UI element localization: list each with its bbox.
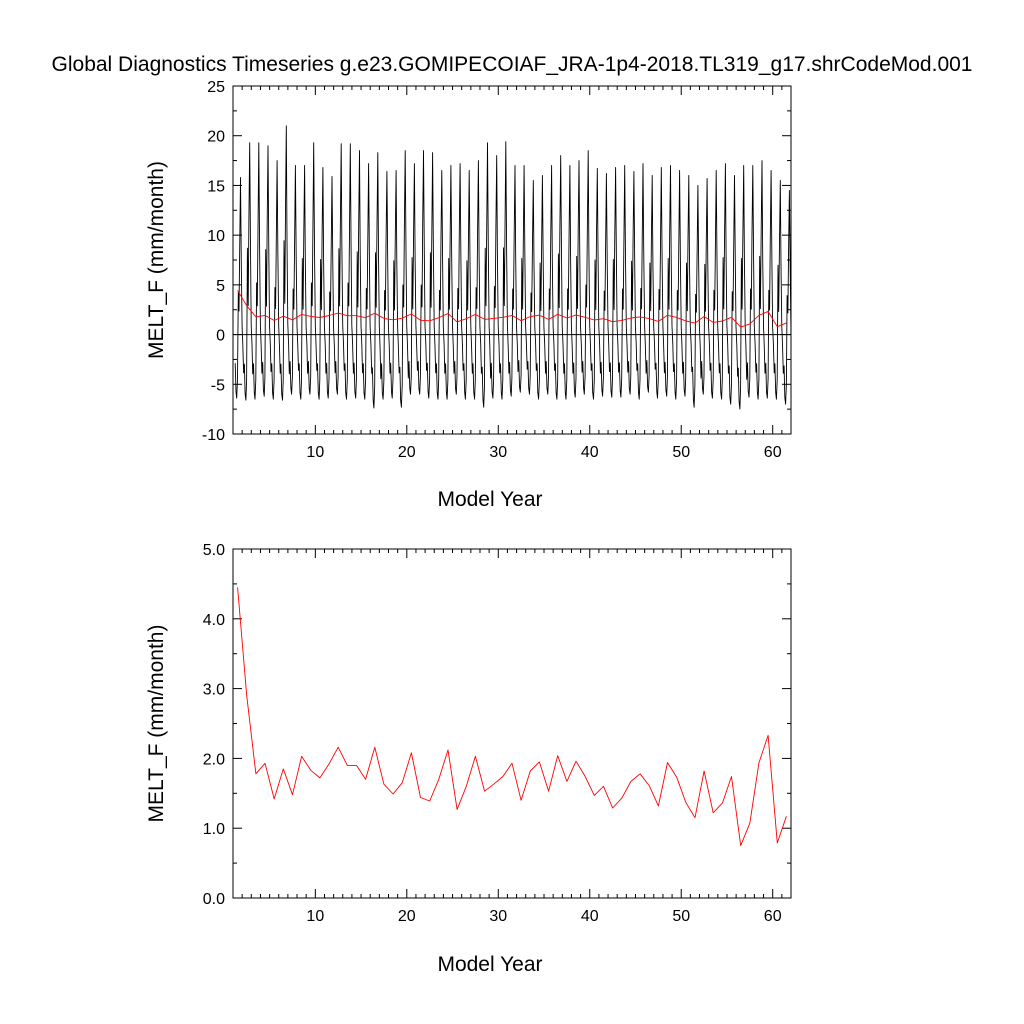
x-tick-label: 30 [489, 908, 507, 925]
x-tick-label: 50 [672, 908, 690, 925]
x-tick-label: 10 [306, 908, 324, 925]
y-axis-label: MELT_F (mm/month) [145, 625, 168, 823]
x-tick-label: 30 [489, 444, 507, 461]
y-tick-label: 0.0 [203, 891, 225, 908]
x-tick-label: 60 [764, 444, 782, 461]
x-tick-label: 50 [672, 444, 690, 461]
y-tick-label: -10 [202, 427, 225, 444]
y-tick-label: 1.0 [203, 821, 225, 838]
x-tick-label: 20 [398, 908, 416, 925]
y-tick-label: 5 [216, 278, 225, 295]
y-tick-label: 10 [207, 228, 225, 245]
y-tick-label: 4.0 [203, 612, 225, 629]
y-tick-label: 25 [207, 79, 225, 96]
y-tick-label: 15 [207, 178, 225, 195]
x-tick-label: 10 [306, 444, 324, 461]
y-tick-label: 2.0 [203, 751, 225, 768]
figure-title: Global Diagnostics Timeseries g.e23.GOMI… [52, 53, 973, 76]
x-tick-label: 40 [581, 908, 599, 925]
bottom-panel: 10 20 30 40 50 60 0.0 1.0 2.0 3.0 4.0 5.0 Model Year… [145, 542, 791, 976]
x-tick-label: 20 [398, 444, 416, 461]
series-line-annual-mean [238, 587, 787, 845]
plot-frame [233, 549, 791, 898]
x-axis-label: Model Year [437, 488, 542, 511]
y-tick-label: 20 [207, 129, 225, 146]
x-axis-label: Model Year [437, 953, 542, 976]
x-tick-label: 40 [581, 444, 599, 461]
series-line-monthly [235, 126, 791, 409]
y-tick-label: -5 [211, 377, 225, 394]
y-tick-label: 0 [216, 328, 225, 345]
y-tick-label: 5.0 [203, 542, 225, 559]
top-panel: 10 20 30 40 50 60 -10 -5 0 5 10 15 20 25 Model Year MEL… [145, 79, 791, 511]
x-tick-label: 60 [764, 908, 782, 925]
y-axis-label: MELT_F (mm/month) [145, 161, 168, 359]
y-tick-label: 3.0 [203, 682, 225, 699]
